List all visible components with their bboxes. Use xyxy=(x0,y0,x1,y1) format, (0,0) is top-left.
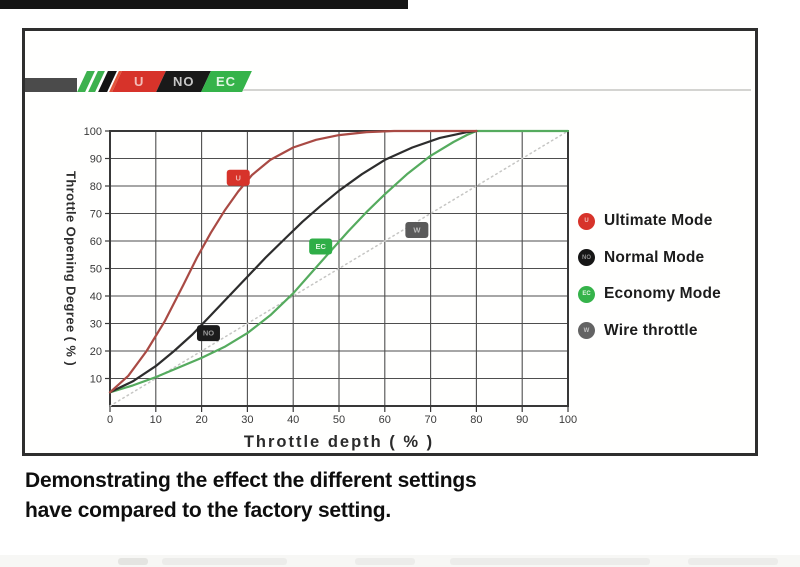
legend-label: Economy Mode xyxy=(604,285,721,303)
figure-frame: U NO EC Throttle Opening Degree ( % ) 0 10 2… xyxy=(22,28,758,456)
svg-text:60: 60 xyxy=(379,414,391,426)
caption-line-1: Demonstrating the effect the different s… xyxy=(25,469,477,492)
brand-banner: U NO EC xyxy=(25,71,755,93)
svg-text:NO: NO xyxy=(203,329,214,338)
legend-item: W Wire throttle xyxy=(578,313,721,350)
figure-caption: Demonstrating the effect the different s… xyxy=(25,466,585,526)
svg-text:40: 40 xyxy=(287,414,299,426)
legend-color-dot-icon: U xyxy=(578,212,595,230)
svg-text:30: 30 xyxy=(241,414,253,426)
svg-text:0: 0 xyxy=(107,414,113,426)
series-normal-mode xyxy=(108,129,478,394)
svg-text:70: 70 xyxy=(90,209,102,221)
chart-legend: U Ultimate Mode NO Normal Mode EC Economy Mod… xyxy=(578,203,721,349)
svg-text:60: 60 xyxy=(90,236,102,248)
banner-rule-line xyxy=(243,89,751,91)
svg-text:70: 70 xyxy=(424,414,436,426)
series-economy-mode xyxy=(108,129,570,394)
curve-badge-w xyxy=(405,222,429,238)
svg-text:40: 40 xyxy=(90,291,102,303)
series-ultimate-mode xyxy=(108,129,478,394)
svg-text:50: 50 xyxy=(90,264,102,276)
svg-text:50: 50 xyxy=(333,414,345,426)
caption-line-2: have compared to the factory setting. xyxy=(25,499,392,522)
svg-text:100: 100 xyxy=(559,414,577,426)
banner-gray-bar xyxy=(25,78,77,92)
svg-text:U: U xyxy=(236,173,241,182)
legend-color-dot-icon: W xyxy=(578,322,595,340)
svg-text:W: W xyxy=(413,226,421,235)
svg-text:EC: EC xyxy=(315,242,326,251)
bottom-page-edge xyxy=(0,555,800,567)
legend-label: Ultimate Mode xyxy=(604,212,713,230)
top-black-bar xyxy=(0,0,408,9)
legend-label: Wire throttle xyxy=(604,321,698,339)
curve-badge-no xyxy=(196,325,220,342)
legend-item: NO Normal Mode xyxy=(578,240,721,277)
svg-text:30: 30 xyxy=(90,319,102,331)
chart-svg: 0 10 20 30 40 50 60 70 80 90 100 10 20 30 40 50 60 70 80 90… xyxy=(84,126,578,426)
legend-color-dot-icon: EC xyxy=(578,285,595,303)
legend-label: Normal Mode xyxy=(604,248,705,266)
svg-text:100: 100 xyxy=(84,126,102,138)
svg-text:90: 90 xyxy=(90,154,102,166)
curve-badge-u xyxy=(226,169,250,186)
legend-item: EC Economy Mode xyxy=(578,276,721,313)
svg-text:10: 10 xyxy=(90,374,102,386)
series-wire-throttle xyxy=(109,130,569,407)
curve-badge-ec xyxy=(309,238,333,255)
y-axis-title: Throttle Opening Degree ( % ) xyxy=(63,170,79,367)
legend-color-dot-icon: NO xyxy=(578,249,595,267)
svg-text:90: 90 xyxy=(516,414,528,426)
svg-text:20: 20 xyxy=(90,346,102,358)
x-axis-title: Throttle depth ( % ) xyxy=(243,433,435,451)
svg-text:80: 80 xyxy=(470,414,482,426)
svg-text:10: 10 xyxy=(150,414,162,426)
legend-item: U Ultimate Mode xyxy=(578,203,721,240)
svg-text:80: 80 xyxy=(90,181,102,193)
svg-text:20: 20 xyxy=(195,414,207,426)
